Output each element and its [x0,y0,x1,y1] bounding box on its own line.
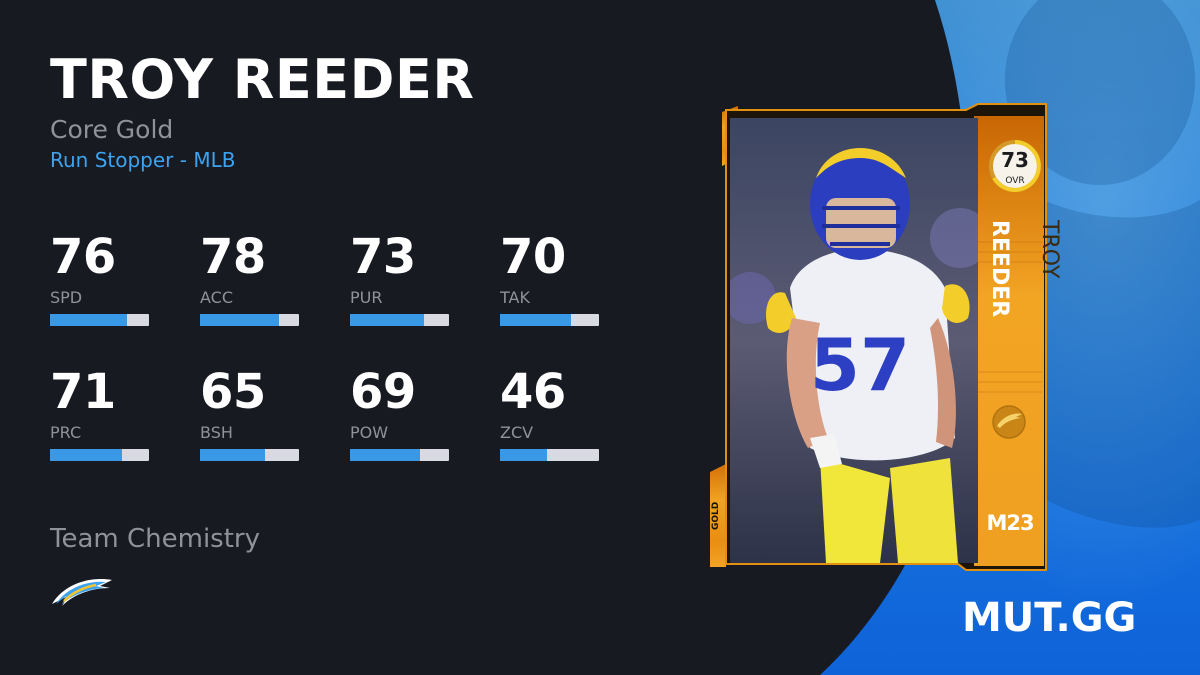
stat-pur: 73 PUR [350,230,450,326]
stat-acc: 78 ACC [200,230,300,326]
stat-value: 46 [500,364,566,420]
brand-logo[interactable]: MUT.GG [962,595,1137,641]
stat-bar-fill [200,449,266,461]
stat-bar [200,449,299,461]
stat-label: ACC [200,288,234,307]
stat-label: PUR [350,288,383,307]
stat-prc: 71 PRC [50,365,150,461]
stat-label: SPD [50,288,83,307]
stat-bar-fill [50,314,128,326]
stat-label: ZCV [500,423,534,442]
stat-pow: 69 POW [350,365,450,461]
stat-bar-fill [350,449,421,461]
stat-value: 78 [200,229,266,285]
svg-text:5: 5 [1075,290,1159,429]
stat-value: 71 [50,364,116,420]
player-card[interactable]: 57 73 OVR TROY REEDER M23 GOLD [708,102,1062,572]
stat-bsh: 65 BSH [200,365,300,461]
stat-bar-fill [200,314,280,326]
stat-bar [500,449,599,461]
stat-value: 76 [50,229,116,285]
stat-bar [200,314,299,326]
player-name: TROY REEDER [50,48,475,111]
stat-tak: 70 TAK [500,230,600,326]
program-label: Core Gold [50,115,174,144]
card-player-name: TROY REEDER [982,220,1062,340]
card-ovr-label: OVR [1005,176,1025,186]
card-last-name: REEDER [987,220,1012,318]
card-tier-label: GOLD [711,501,721,530]
stat-zcv: 46 ZCV [500,365,600,461]
stat-label: PRC [50,423,82,442]
stat-value: 65 [200,364,266,420]
jersey-number: 57 [810,323,910,407]
archetype-label: Run Stopper - MLB [50,148,236,172]
ovr-ring-icon [989,140,1041,192]
team-badge-icon [992,405,1026,439]
stat-bar-fill [500,449,547,461]
stat-label: POW [350,423,389,442]
stat-bar-fill [350,314,425,326]
stat-bar [350,314,449,326]
card-ovr-value: 73 [1001,148,1029,172]
stat-value: 73 [350,229,416,285]
stat-bar [350,449,449,461]
stat-label: TAK [500,288,530,307]
stat-bar [500,314,599,326]
stat-value: 69 [350,364,416,420]
card-first-name: TROY [1037,220,1062,279]
team-chemistry-title: Team Chemistry [50,524,260,554]
chargers-bolt-icon[interactable] [50,574,114,610]
player-photo: 57 [730,118,978,563]
stat-spd: 76 SPD [50,230,150,326]
stat-label: BSH [200,423,233,442]
stat-bar [50,449,149,461]
stat-bar-fill [500,314,572,326]
card-year-badge: M23 [986,511,1034,535]
stat-bar [50,314,149,326]
stat-bar-fill [50,449,123,461]
stat-value: 70 [500,229,566,285]
